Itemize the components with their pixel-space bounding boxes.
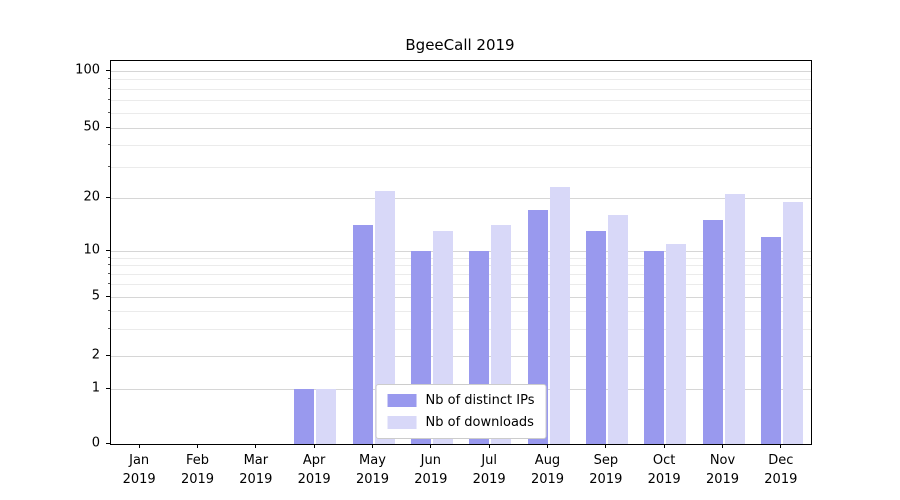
bar-may-distinct-ips (352, 225, 373, 444)
y-tick-label-10: 10 (83, 242, 100, 258)
y-tick-mark-100 (106, 69, 110, 71)
bar-apr-downloads (316, 389, 337, 444)
y-minor-tick-mark-70 (108, 98, 110, 100)
x-tick-mark-feb (197, 444, 198, 448)
gridline-minor-90 (111, 79, 811, 81)
gridline-major-100 (111, 70, 811, 72)
x-axis-tick-marks (110, 444, 810, 448)
x-tick-label-jun: Jun 2019 (414, 453, 448, 487)
legend-swatch-downloads (387, 416, 417, 429)
gridline-minor-60 (111, 112, 811, 114)
y-tick-mark-20 (106, 196, 110, 198)
y-tick-mark-50 (106, 126, 110, 128)
x-tick-label-may: May 2019 (355, 453, 390, 487)
bar-oct-distinct-ips (644, 251, 665, 444)
y-minor-tick-mark-7 (108, 273, 110, 275)
y-tick-mark-1 (106, 387, 110, 389)
y-tick-mark-0 (106, 442, 110, 444)
y-minor-tick-mark-8 (108, 264, 110, 266)
y-tick-label-100: 100 (75, 62, 100, 78)
y-tick-label-50: 50 (83, 119, 100, 135)
x-axis-tick-labels: Jan 2019 Feb 2019 Mar 2019 Apr 2019 May 2019… (110, 452, 810, 496)
y-tick-label-2: 2 (91, 347, 100, 363)
x-tick-mark-dec (780, 444, 782, 448)
x-tick-mark-aug (547, 444, 548, 448)
bar-sep-distinct-ips (585, 230, 606, 444)
plot-area: Nb of distinct IPs Nb of downloads (110, 60, 812, 445)
y-minor-tick-mark-90 (108, 78, 110, 80)
legend: Nb of distinct IPs Nb of downloads (375, 384, 547, 439)
x-tick-mark-apr (313, 444, 315, 448)
y-axis-tick-labels: 0 1 2 5 10 20 50 100 (0, 60, 100, 450)
x-tick-mark-oct (663, 444, 665, 448)
legend-entry-downloads: Nb of downloads (387, 415, 535, 430)
bar-may-downloads (374, 190, 395, 444)
x-tick-mark-mar (255, 444, 257, 448)
x-tick-label-dec: Dec 2019 (764, 453, 798, 487)
y-tick-label-5: 5 (91, 288, 100, 304)
x-tick-label-jul: Jul 2019 (472, 453, 506, 487)
y-tick-mark-5 (106, 295, 110, 297)
bar-dec-downloads (782, 201, 803, 444)
chart-title: BgeeCall 2019 (405, 36, 515, 54)
bar-dec-distinct-ips (760, 237, 781, 444)
y-minor-tick-mark-40 (108, 143, 110, 145)
y-tick-label-0: 0 (91, 435, 100, 451)
gridline-minor-40 (111, 144, 811, 146)
x-tick-label-aug: Aug 2019 (530, 453, 565, 487)
y-tick-label-20: 20 (83, 189, 100, 205)
legend-label-downloads: Nb of downloads (425, 415, 534, 430)
x-tick-label-mar: Mar 2019 (239, 453, 273, 487)
y-minor-tick-mark-6 (108, 283, 110, 285)
bar-aug-downloads (549, 187, 570, 444)
bar-apr-distinct-ips (294, 389, 315, 444)
x-tick-mark-nov (722, 444, 723, 448)
x-tick-mark-may (372, 444, 373, 448)
y-tick-mark-10 (106, 249, 110, 251)
y-minor-tick-mark-9 (108, 256, 110, 258)
legend-entry-distinct-ips: Nb of distinct IPs (387, 393, 535, 408)
legend-label-distinct-ips: Nb of distinct IPs (425, 393, 535, 408)
x-tick-label-sep: Sep 2019 (589, 453, 623, 487)
gridline-major-50 (111, 127, 811, 129)
x-tick-mark-jul (488, 444, 490, 448)
x-tick-mark-sep (605, 444, 607, 448)
y-minor-tick-mark-3 (108, 328, 110, 330)
y-minor-tick-mark-60 (108, 111, 110, 113)
y-tick-mark-2 (106, 354, 110, 356)
bar-oct-downloads (666, 243, 687, 444)
bar-nov-distinct-ips (702, 220, 723, 444)
gridline-minor-80 (111, 88, 811, 90)
y-minor-tick-mark-80 (108, 87, 110, 89)
gridline-minor-30 (111, 166, 811, 168)
y-tick-label-1: 1 (91, 380, 100, 396)
x-tick-mark-jun (430, 444, 432, 448)
bar-sep-downloads (607, 215, 628, 444)
gridline-major-20 (111, 197, 811, 199)
x-tick-mark-jan (138, 444, 140, 448)
bar-nov-downloads (724, 194, 745, 444)
legend-swatch-distinct-ips (387, 394, 417, 407)
x-tick-label-oct: Oct 2019 (647, 453, 681, 487)
gridline-minor-70 (111, 99, 811, 101)
x-tick-label-nov: Nov 2019 (705, 453, 740, 487)
y-minor-tick-mark-30 (108, 165, 110, 167)
x-tick-label-jan: Jan 2019 (122, 453, 156, 487)
x-tick-label-apr: Apr 2019 (297, 453, 331, 487)
y-axis-tick-marks (104, 60, 110, 444)
y-minor-tick-mark-4 (108, 309, 110, 311)
x-tick-label-feb: Feb 2019 (180, 453, 215, 487)
